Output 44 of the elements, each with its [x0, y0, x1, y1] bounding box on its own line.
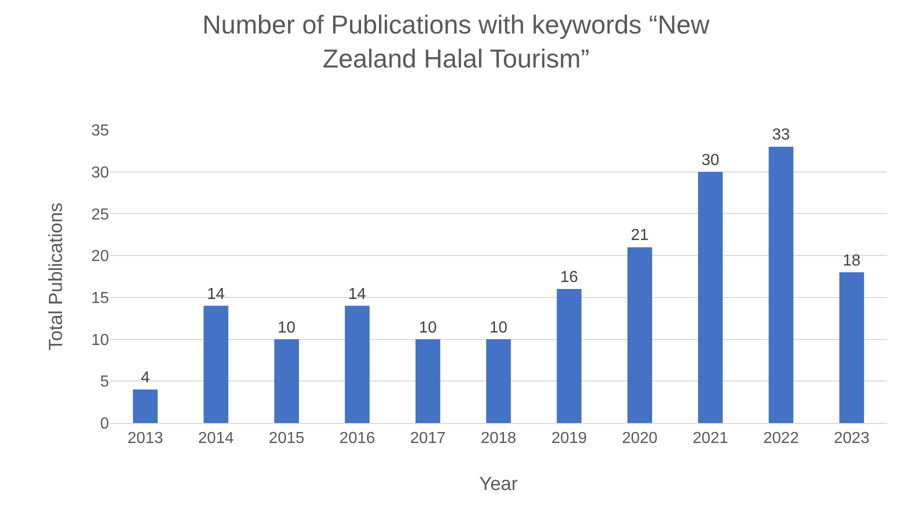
data-label: 30	[701, 152, 720, 169]
x-tick-label: 2022	[763, 430, 799, 448]
y-tick-label: 25	[91, 206, 110, 224]
bar	[486, 339, 511, 423]
x-tick-label: 2016	[339, 430, 376, 448]
y-tick-label: 0	[100, 416, 110, 433]
bar	[698, 172, 723, 423]
x-tick-label: 2018	[480, 430, 516, 448]
y-tick-label: 35	[91, 122, 110, 140]
data-label: 10	[490, 319, 508, 336]
x-tick-label: 2015	[268, 430, 304, 448]
bar	[204, 306, 228, 423]
chart-title: Number of Publications with keywords “New Zealand Halal Tourism”	[202, 10, 710, 74]
x-tick-label: 2014	[198, 430, 234, 448]
bar	[132, 390, 158, 423]
data-label: 14	[348, 286, 366, 303]
data-label: 4	[140, 370, 150, 387]
y-tick-label: 15	[91, 290, 110, 308]
x-tick-label: 2013	[128, 430, 164, 448]
bar	[556, 289, 582, 423]
data-label: 10	[418, 319, 437, 336]
bar	[627, 247, 652, 423]
bar	[416, 339, 440, 423]
bar	[839, 272, 864, 423]
data-label: 16	[560, 269, 578, 286]
data-label: 33	[772, 126, 790, 144]
y-tick-label: 30	[91, 164, 110, 182]
x-tick-label: 2017	[410, 430, 446, 448]
x-tick-label: 2023	[834, 430, 870, 448]
data-label: 10	[278, 319, 296, 336]
y-tick-label: 20	[91, 248, 110, 266]
y-axis-title: Total Publications	[46, 202, 67, 350]
data-label: 14	[207, 286, 225, 303]
bar	[274, 339, 299, 423]
x-tick-label: 2019	[551, 430, 588, 448]
x-tick-label: 2020	[622, 430, 658, 448]
x-tick-label: 2021	[692, 430, 728, 448]
bar	[768, 146, 794, 423]
x-axis-title: Year	[479, 474, 518, 495]
y-tick-label: 5	[100, 374, 110, 391]
bar	[344, 306, 370, 423]
y-tick-label: 10	[91, 332, 110, 349]
data-label: 18	[842, 252, 861, 270]
data-label: 21	[630, 227, 649, 244]
